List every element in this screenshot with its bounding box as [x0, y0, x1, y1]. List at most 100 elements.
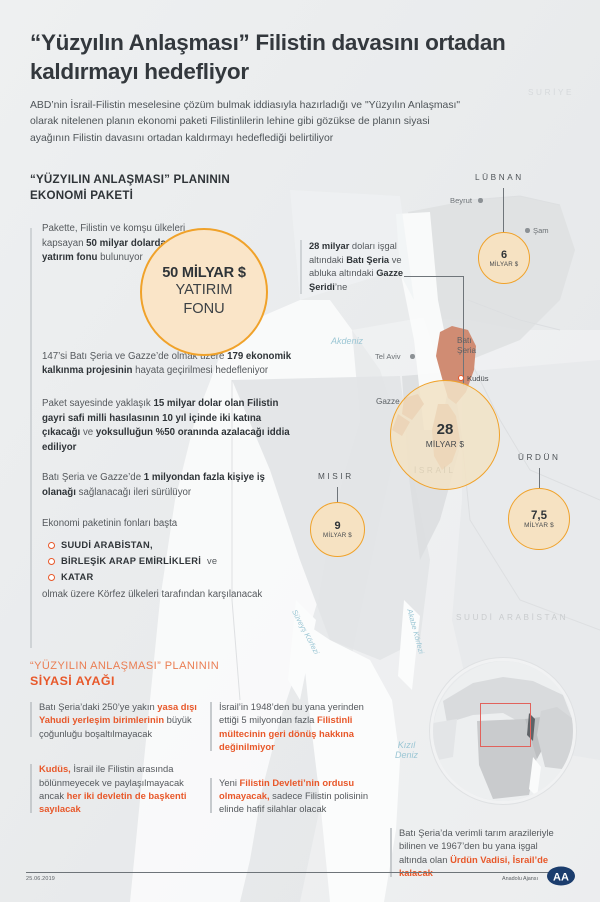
left-column-rule [30, 228, 32, 648]
bubble-lebanon-value: 6 [500, 248, 508, 261]
economy-para-1-b1: 50 milyar dolardan fazla yatırım fonu [42, 237, 197, 264]
page-subtitle: ABD’nin İsrail-Filistin meselesine çözüm… [30, 100, 461, 144]
political-items-grid: Batı Şeria’daki 250’ye yakın yasa dışı Y… [30, 700, 570, 896]
economy-para-1-t1: Pakette, Filistin ve komşu ülkeleri kaps… [42, 223, 186, 249]
city-dot-telaviv [410, 354, 415, 359]
callout-28-t1: doları işgal altındaki [309, 241, 397, 265]
list-item: SUUDİ ARABİSTAN, [48, 540, 298, 550]
political-item-2: İsrail’in 1948’den bu yana yerinden etti… [210, 700, 390, 754]
fund-name: SUUDİ ARABİSTAN, [61, 540, 153, 551]
bubble-jordan: 7,5 MİLYAR $ [508, 488, 570, 550]
political-column-2: İsrail’in 1948’den bu yana yerinden etti… [210, 700, 390, 896]
egypt-leader-line [337, 487, 338, 503]
sea-kizil-line2: Deniz [395, 750, 419, 760]
political-item-4-t1: İsrail ile Filistin arasında bölünmeyece… [39, 763, 184, 802]
economy-para-2: 147’si Batı Şeria ve Gazze’de olmak üzer… [30, 350, 298, 379]
fund-name: KATAR [61, 572, 94, 583]
bubble-israel-value: 28 [436, 421, 454, 438]
economy-para-4-t1: Batı Şeria ve Gazze’de [42, 472, 144, 484]
economy-para-2-b1: 179 ekonomik kalkınma projesinin [42, 350, 292, 377]
funds-list: SUUDİ ARABİSTAN, BİRLEŞİK ARAP EMİRLİKLE… [30, 540, 298, 582]
bubble-israel-unit: MİLYAR $ [425, 439, 465, 449]
inset-map-svg [433, 661, 573, 801]
footer-divider [26, 872, 574, 873]
aa-logo-icon: AA [547, 866, 575, 886]
region-label-gazze: Gazze [376, 397, 400, 406]
city-label-beyrut: Beyrut [450, 196, 472, 205]
economy-para-4: Batı Şeria ve Gazze’de 1 milyondan fazla… [30, 471, 298, 500]
fund-name: BİRLEŞİK ARAP EMİRLİKLERİ [61, 556, 202, 567]
city-dot-kudus [458, 375, 464, 381]
bubble-lebanon-unit: MİLYAR $ [489, 260, 519, 268]
fund-amount: 50 MİLYAR $ [162, 265, 246, 281]
economy-para-2-t2: hayata geçirilmesi hedefleniyor [132, 365, 269, 377]
political-item-2-h1: Filistinli mültecinin geri dönüş hakkına… [219, 714, 354, 753]
callout-28-b2: Batı Şeria [346, 254, 390, 265]
callout-leader-drop [463, 276, 464, 386]
locator-inset-map [430, 658, 576, 804]
political-heading-line2: SİYASİ AYAĞI [30, 674, 115, 688]
jordan-leader-line [539, 468, 540, 488]
economy-para-3-b2: yoksulluğun %50 oranında azalacağı iddia… [42, 427, 290, 453]
economy-para-3-b1: 15 milyar dolar olan Filistin gayri safi… [42, 397, 279, 439]
fund-label-line2: FONU [183, 301, 225, 317]
city-label-sam: Şam [533, 226, 549, 235]
bubble-egypt-value: 9 [334, 520, 341, 532]
page-title: “Yüzyılın Anlaşması” Filistin davasını o… [30, 30, 506, 84]
lebanon-leader-line [503, 188, 504, 232]
city-dot-sam [525, 228, 530, 233]
fund-tail: ve [207, 556, 218, 567]
bullet-dot-icon [48, 541, 55, 549]
political-item-5: Yeni Filistin Devleti’nin ordusu olmayac… [210, 776, 390, 816]
funds-outro: olmak üzere Körfez ülkeleri tarafından k… [42, 589, 263, 601]
callout-28-b3: Gazze Şeridi [309, 268, 404, 292]
region-label-bati-seria: Batı Şeria [457, 336, 476, 356]
bullet-dot-icon [48, 557, 55, 565]
list-item: KATAR [48, 572, 298, 582]
list-item: BİRLEŞİK ARAP EMİRLİKLERİ ve [48, 556, 298, 566]
economy-para-4-b1: 1 milyondan fazla kişiye iş olanağı [42, 472, 265, 498]
sea-label-kizil-deniz: Kızıl Deniz [395, 740, 418, 760]
political-item-4: Kudüs, İsrail ile Filistin arasında bölü… [30, 762, 210, 816]
city-label-kudus: Kudüs [467, 374, 489, 383]
political-item-1-t1: Batı Şeria’daki 250’ye yakın [39, 701, 158, 712]
country-label-suriye: SURİYE [528, 88, 575, 97]
political-item-5-h1: Filistin Devleti’nin ordusu olmayacak, [219, 776, 355, 802]
political-item-5-t2: sadece Filistin polisinin elinde hafif s… [219, 790, 369, 815]
svg-text:AA: AA [553, 872, 569, 884]
economy-para-3: Paket sayesinde yaklaşık 15 milyar dolar… [30, 397, 298, 455]
header: “Yüzyılın Anlaşması” Filistin davasını o… [30, 28, 570, 147]
political-section: “YÜZYILIN ANLAŞMASI” PLANININ SİYASİ AYA… [30, 660, 570, 896]
fund-label-line1: YATIRIM [175, 282, 233, 298]
political-item-3-t1: Batı Şeria’da verimli tarım arazileriyle… [399, 827, 554, 865]
bubble-lebanon: 6 MİLYAR $ [478, 232, 530, 284]
sea-label-akdeniz: Akdeniz [331, 336, 364, 346]
sea-kizil-line1: Kızıl [397, 740, 416, 750]
political-item-1: Batı Şeria’daki 250’ye yakın yasa dışı Y… [30, 700, 210, 740]
region-bati-seria-line1: Batı [457, 336, 472, 345]
callout-28-b1: 28 milyar [309, 241, 350, 251]
footer-agency-name: Anadolu Ajansı [502, 876, 538, 882]
political-item-1-t2: büyük çoğunluğu boşaltılmayacak [39, 714, 192, 739]
economy-para-3-t2: ve [80, 427, 96, 439]
bubble-jordan-unit: MİLYAR $ [524, 521, 554, 529]
political-item-5-t1: Yeni [219, 776, 240, 788]
city-label-telaviv: Tel Aviv [375, 352, 401, 361]
bullet-dot-icon [48, 573, 55, 581]
economy-para-4-t2: sağlanacağı ileri sürülüyor [75, 486, 192, 498]
footer-date: 25.06.2019 [26, 876, 55, 882]
economy-para-1-t2: bulunuyor [97, 252, 143, 264]
country-label-lubnan: LÜBNAN [475, 173, 524, 182]
economy-section: “YÜZYILIN ANLAŞMASI” PLANININ EKONOMİ PA… [30, 172, 298, 603]
bubble-egypt: 9 MİLYAR $ [310, 502, 365, 557]
country-label-suudi: SUUDİ ARABİSTAN [456, 613, 569, 622]
bubble-jordan-value: 7,5 [531, 509, 547, 522]
economy-para-3-t1: Paket sayesinde yaklaşık [42, 397, 154, 409]
bubble-israel: 28 MİLYAR $ [390, 380, 500, 490]
callout-28-t2: ve abluka altındaki [309, 254, 402, 279]
bubble-egypt-unit: MİLYAR $ [323, 532, 352, 539]
investment-fund-circle: 50 MİLYAR $ YATIRIM FONU [140, 228, 268, 356]
economy-section-title: “YÜZYILIN ANLAŞMASI” PLANININ EKONOMİ PA… [30, 173, 230, 202]
callout-28-milyar: 28 milyar doları işgal altındaki Batı Şe… [300, 240, 408, 295]
